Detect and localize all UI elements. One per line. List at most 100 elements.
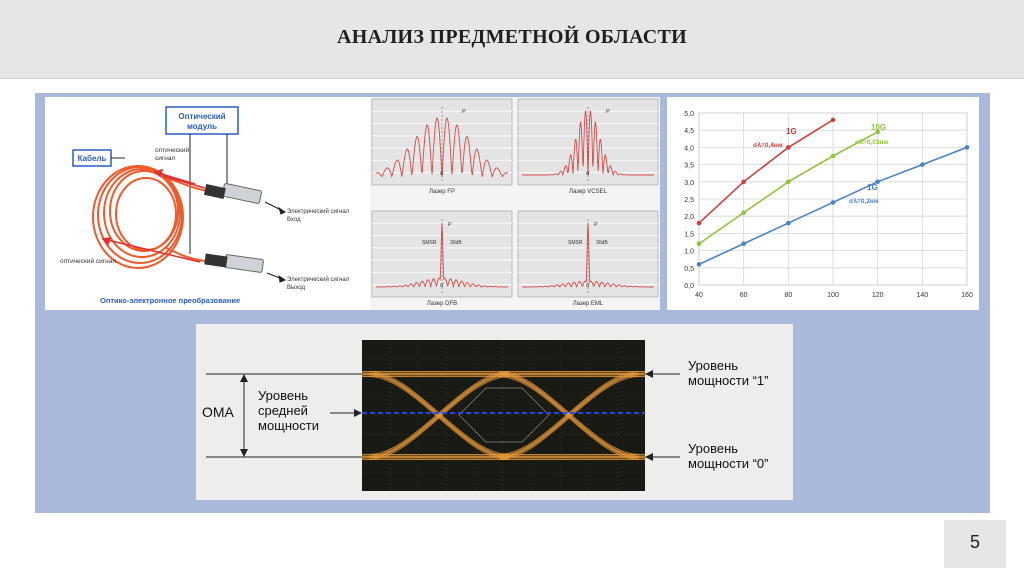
eye-trace-rise xyxy=(498,376,640,460)
cable-figure: Оптический модуль Кабель xyxy=(45,97,370,310)
eye-trace-rise xyxy=(368,376,510,460)
spectrum-caption-dfb: Лазер DFB xyxy=(427,301,457,307)
oma-arrow-head-top xyxy=(240,374,248,382)
line-chart: 40 60 80 100 120 140 160 0,0 0,5 1,0 1,5 2,0 2,5 3,0… xyxy=(684,111,973,299)
chart-point-1 xyxy=(696,241,702,247)
db-label: 30dB xyxy=(596,240,608,246)
eye-trace-rise xyxy=(498,374,640,459)
avg-power-label-line2: средней xyxy=(258,403,308,418)
chart-point-2 xyxy=(875,179,880,185)
eye-diagram: OMA Уровень средней мощности Уровень мощ… xyxy=(202,340,769,491)
chart-point-2 xyxy=(830,200,836,205)
level0-pointer-head xyxy=(645,453,653,461)
module-label-line2: модуль xyxy=(187,122,217,131)
slide-title: АНАЛИЗ ПРЕДМЕТНОЙ ОБЛАСТИ xyxy=(336,26,688,48)
p-label: P xyxy=(462,109,466,115)
avg-power-label-line3: мощности xyxy=(258,418,319,433)
optical-signal-top-line2: сигнал xyxy=(155,155,175,162)
electrical-in-line2: Вход xyxy=(287,217,301,223)
level1-pointer-head xyxy=(645,370,653,378)
chart-y-tick-label: 2,5 xyxy=(684,197,694,204)
chart-point-0 xyxy=(786,145,791,150)
series-sublabel-1g-blue: σλ=0,2нм xyxy=(849,197,879,205)
slide-header: АНАЛИЗ ПРЕДМЕТНОЙ ОБЛАСТИ xyxy=(0,0,1024,79)
avg-power-label-line1: Уровень xyxy=(258,388,308,403)
bottom-transceiver xyxy=(204,253,264,273)
eye-trace-rise xyxy=(368,373,510,458)
spectrum-caption-eml: Лазер EML xyxy=(573,301,604,307)
optical-arrow-bottom xyxy=(101,237,201,263)
chart-x-tick-label: 160 xyxy=(961,292,973,299)
level1-label-line2: мощности “1” xyxy=(688,373,769,388)
optical-signal-bottom: оптический сигнал xyxy=(60,257,116,265)
cable-illustration: Оптический модуль Кабель xyxy=(60,106,350,305)
series-sublabel-1g-red: σλ=0,4нм xyxy=(753,141,783,149)
avg-pointer-head xyxy=(354,409,362,417)
cable-caption: Оптико-электронное преобразование xyxy=(100,296,240,305)
chart-grid xyxy=(698,112,968,286)
p-label: P xyxy=(594,222,598,228)
chart-y-tick-label: 0,5 xyxy=(684,266,694,273)
smsr-label: SMSR xyxy=(422,240,437,246)
chart-y-tick-label: 1,5 xyxy=(684,231,694,238)
eye-traces xyxy=(362,371,645,460)
module-label-box xyxy=(165,106,239,135)
chart-point-0 xyxy=(830,117,836,123)
sigma-label: σ xyxy=(440,171,444,177)
sigma-label: σ xyxy=(440,283,444,289)
chart-y-tick-label: 1,0 xyxy=(684,249,694,256)
spectrum-caption-vcsel: Лазер VCSEL xyxy=(569,189,608,195)
chart-y-tick-label: 4,0 xyxy=(684,145,694,152)
oma-arrow-head-bottom xyxy=(240,449,248,457)
eye-trace-rise xyxy=(498,373,640,458)
chart-y-tick-label: 0,0 xyxy=(684,283,694,290)
chart-x-tick-label: 140 xyxy=(916,292,928,299)
page-number-box: 5 xyxy=(944,520,1006,568)
eye-trace-rise xyxy=(368,374,510,459)
level1-label-line1: Уровень xyxy=(688,358,738,373)
coiled-cable xyxy=(92,165,224,269)
level0-label-line2: мощности “0” xyxy=(688,456,769,471)
cable-label: Кабель xyxy=(78,154,107,163)
oscilloscope-screen xyxy=(362,340,645,491)
eye-mask xyxy=(458,387,550,443)
electrical-arrows xyxy=(264,201,287,283)
sigma-label: σ xyxy=(586,283,590,289)
chart-point-1 xyxy=(875,129,880,135)
p-label: P xyxy=(606,109,610,115)
chart-x-tick-label: 60 xyxy=(740,292,748,299)
chart-x-ticks: 40 60 80 100 120 140 160 xyxy=(695,292,973,299)
chart-series xyxy=(696,117,970,267)
chart-y-tick-label: 4,5 xyxy=(684,128,694,135)
chart-series-line-0 xyxy=(698,119,834,224)
module-label-line1: Оптический xyxy=(178,112,225,121)
level0-label-line1: Уровень xyxy=(688,441,738,456)
chart-y-tick-label: 3,5 xyxy=(684,163,694,170)
chart-point-1 xyxy=(741,210,746,216)
p-label: P xyxy=(448,222,452,228)
chart-x-tick-label: 120 xyxy=(872,292,884,299)
electrical-in-line1: Электрический сигнал xyxy=(287,208,350,215)
chart-x-tick-label: 80 xyxy=(784,292,792,299)
dispersion-chart: 40 60 80 100 120 140 160 0,0 0,5 1,0 1,5 2,0 2,5 3,0… xyxy=(667,97,979,310)
chart-point-0 xyxy=(696,220,702,226)
top-transceiver xyxy=(203,183,262,204)
eye-diagram-figure: OMA Уровень средней мощности Уровень мощ… xyxy=(196,324,793,500)
electrical-out-line2: Выход xyxy=(287,285,305,291)
page-number: 5 xyxy=(969,532,980,552)
db-label: 30dB xyxy=(450,240,462,246)
chart-y-tick-label: 2,0 xyxy=(684,214,694,221)
chart-point-1 xyxy=(786,179,791,185)
optical-signal-top-line1: оптический xyxy=(155,146,189,154)
laser-spectra-figure: Лазер FP Лазер VCSEL Лазер DFB Лазер EML… xyxy=(370,97,660,310)
chart-point-1 xyxy=(830,153,836,159)
oma-label: OMA xyxy=(202,404,235,420)
chart-x-tick-label: 40 xyxy=(695,292,703,299)
chart-x-tick-label: 100 xyxy=(827,292,839,299)
smsr-label: SMSR xyxy=(568,240,583,246)
chart-point-2 xyxy=(786,220,791,226)
sigma-label: σ xyxy=(586,171,590,177)
chart-point-2 xyxy=(964,145,970,150)
chart-y-ticks: 0,0 0,5 1,0 1,5 2,0 2,5 3,0 3,5 4,0 4,5 5,0 xyxy=(684,111,694,290)
series-label-1g-red: 1G xyxy=(786,127,797,136)
